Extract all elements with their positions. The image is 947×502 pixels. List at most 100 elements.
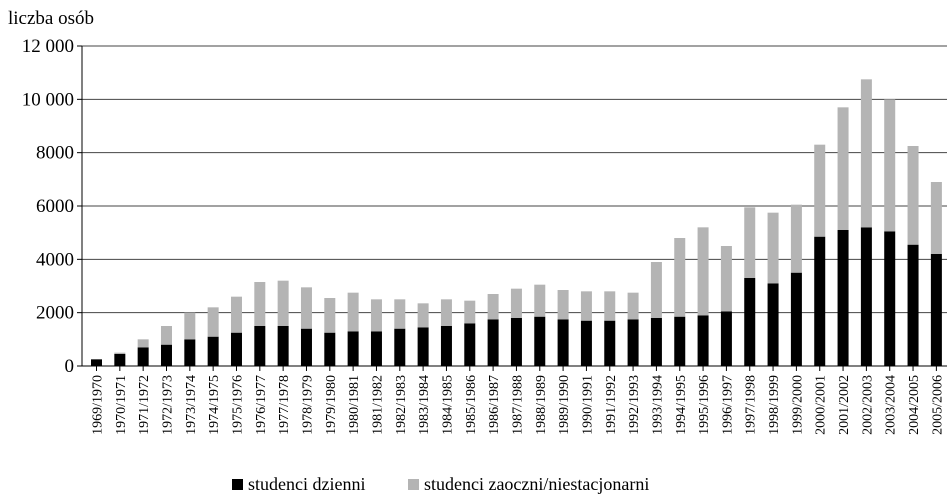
x-tick-label: 1978/1979	[300, 375, 315, 435]
x-tick-label: 1980/1981	[347, 375, 362, 435]
legend-swatch-series-1	[232, 479, 243, 490]
legend-swatch-series-2	[407, 479, 419, 490]
x-tick-label: 1993/1994	[650, 375, 665, 435]
x-tick-label: 1979/1980	[324, 375, 339, 435]
x-tick-label: 1976/1977	[254, 375, 269, 435]
bar-series-2	[580, 291, 592, 321]
bar-series-2	[814, 144, 826, 237]
x-tick-label: 1984/1985	[440, 375, 455, 435]
bar-series-2	[394, 299, 406, 329]
legend-label-series-1: studenci dzienni	[248, 474, 366, 494]
x-tick-label: 1991/1992	[604, 375, 619, 435]
x-tick-label: 1987/1988	[510, 375, 525, 435]
x-tick-label: 2004/2005	[907, 375, 922, 435]
x-tick-label: 1990/1991	[580, 375, 595, 435]
bar-series-2	[907, 146, 919, 245]
bar-series-2	[860, 79, 872, 228]
x-tick-label: 1995/1996	[697, 375, 712, 435]
bar-series-2	[767, 212, 779, 284]
legend-item-series-1: studenci dzienni	[232, 474, 365, 495]
bar-series-2	[697, 227, 709, 316]
x-tick-label: 1994/1995	[674, 375, 689, 435]
bar-series-1	[440, 326, 452, 366]
bar-series-2	[347, 292, 359, 332]
y-tick-label: 4000	[36, 249, 74, 270]
x-tick-label: 1997/1998	[744, 375, 759, 435]
bar-series-1	[184, 339, 196, 366]
bar-series-2	[207, 307, 219, 337]
bar-series-2	[230, 296, 242, 333]
bar-series-1	[557, 319, 569, 366]
x-tick-label: 1974/1975	[207, 375, 222, 435]
y-tick-label: 12 000	[22, 36, 74, 57]
bar-series-2	[184, 312, 196, 340]
bar-series-2	[627, 292, 639, 320]
x-tick-label: 2003/2004	[884, 375, 899, 435]
x-tick-label: 1975/1976	[230, 375, 245, 435]
bar-series-1	[300, 328, 312, 366]
bar-series-1	[160, 344, 172, 366]
bar-series-1	[907, 244, 919, 366]
x-tick-label: 1973/1974	[184, 375, 199, 435]
bar-series-1	[207, 336, 219, 366]
bar-series-1	[370, 331, 382, 366]
bar-series-2	[837, 107, 849, 230]
legend-label-series-2: studenci zaoczni/niestacjonarni	[423, 474, 650, 494]
bar-series-2	[534, 284, 546, 317]
x-tick-label: 1985/1986	[464, 375, 479, 435]
x-tick-label: 1996/1997	[720, 375, 735, 435]
bar-series-2	[370, 299, 382, 332]
x-tick-label: 1969/1970	[91, 375, 106, 435]
bar-series-1	[347, 331, 359, 366]
bar-series-1	[767, 283, 779, 366]
legend: studenci dzienni studenci zaoczni/niesta…	[232, 474, 687, 495]
bar-series-1	[580, 320, 592, 366]
bar-series-1	[604, 320, 616, 366]
x-tick-label: 2002/2003	[860, 375, 875, 435]
y-tick-label: 6000	[36, 196, 74, 217]
bar-series-2	[114, 352, 126, 354]
x-tick-label: 1981/1982	[370, 375, 385, 435]
bar-series-2	[417, 303, 429, 328]
bar-series-2	[277, 280, 289, 326]
x-tick-label: 2001/2002	[837, 375, 852, 435]
bar-series-2	[674, 238, 686, 317]
bar-series-2	[137, 339, 149, 348]
bar-series-1	[790, 272, 802, 366]
bar-series-2	[790, 204, 802, 273]
bar-series-1	[720, 311, 732, 366]
bar-series-2	[300, 287, 312, 329]
bar-series-1	[324, 332, 336, 366]
x-tick-label: 1988/1989	[534, 375, 549, 435]
x-tick-label: 1992/1993	[627, 375, 642, 435]
bar-series-1	[230, 332, 242, 366]
bar-series-2	[464, 300, 476, 324]
bar-series-1	[534, 316, 546, 366]
x-tick-label: 2005/2006	[930, 375, 945, 435]
bar-series-1	[137, 347, 149, 366]
bar-series-1	[394, 328, 406, 366]
bar-series-2	[930, 182, 942, 254]
bar-series-1	[464, 323, 476, 366]
bar-series-2	[720, 246, 732, 312]
bar-series-2	[440, 299, 452, 326]
bar-series-1	[650, 318, 662, 366]
x-tick-label: 2000/2001	[814, 375, 829, 435]
y-tick-label: 0	[65, 356, 75, 377]
x-tick-label: 1972/1973	[160, 375, 175, 435]
bar-series-1	[277, 326, 289, 366]
bar-series-2	[557, 290, 569, 320]
legend-item-series-2: studenci zaoczni/niestacjonarni	[407, 474, 650, 495]
bar-series-2	[324, 298, 336, 333]
bar-series-2	[510, 288, 522, 318]
x-tick-label: 1982/1983	[394, 375, 409, 435]
x-tick-label: 1986/1987	[487, 375, 502, 435]
bar-series-1	[627, 319, 639, 366]
y-tick-label: 8000	[36, 143, 74, 164]
x-tick-label: 1998/1999	[767, 375, 782, 435]
x-tick-label: 1977/1978	[277, 375, 292, 435]
bar-series-2	[487, 294, 499, 320]
bar-series-2	[254, 282, 266, 326]
y-tick-label: 10 000	[22, 89, 74, 110]
